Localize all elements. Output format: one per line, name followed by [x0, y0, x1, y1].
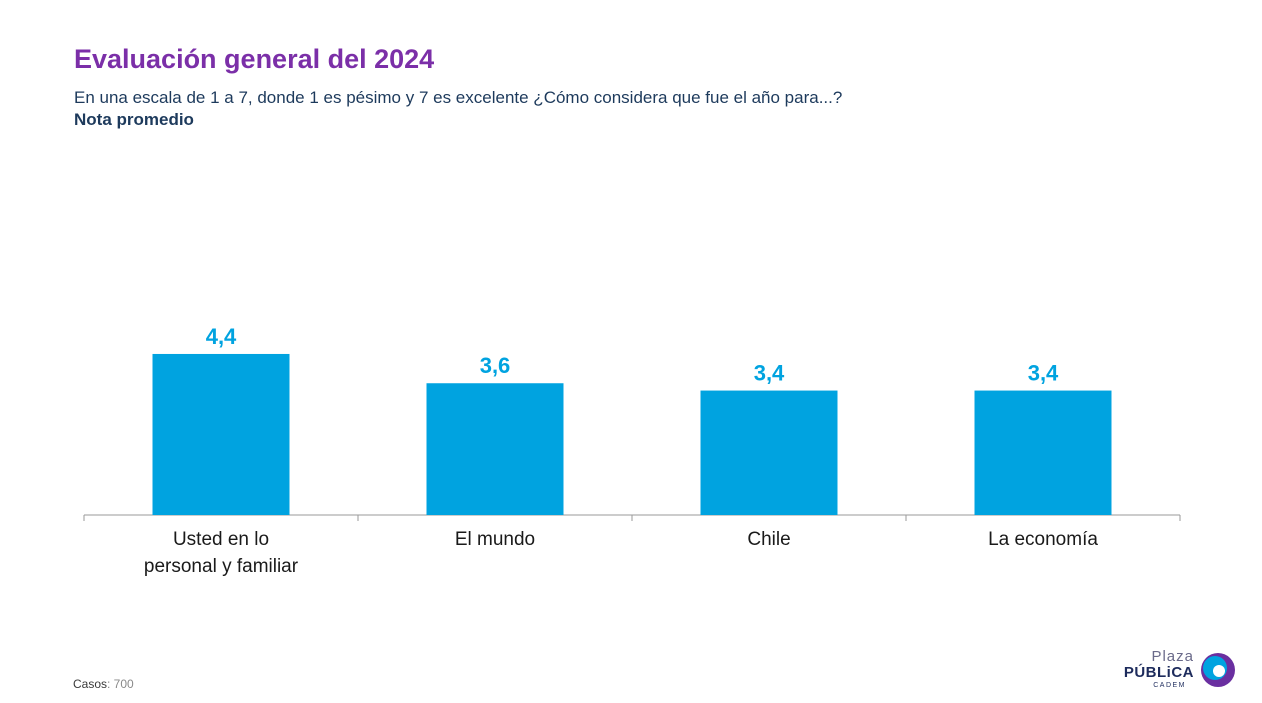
sample-size: Casos: 700	[73, 677, 134, 691]
category-label: El mundo	[455, 529, 535, 550]
bar	[700, 390, 838, 515]
cases-label: Casos	[73, 677, 108, 691]
chart-note: Nota promedio	[74, 110, 194, 129]
bar	[974, 390, 1112, 515]
logo-line1: Plaza	[1151, 648, 1194, 665]
data-label: 3,4	[754, 361, 785, 386]
category-label: Chile	[747, 529, 790, 550]
logo-line3: CADEM	[1153, 682, 1186, 689]
data-label: 4,4	[206, 324, 237, 349]
logo-line2: PÚBLiCA	[1123, 664, 1194, 681]
brand-logo: Plaza PÚBLiCA CADEM	[1118, 648, 1242, 694]
bar	[152, 353, 290, 515]
data-label: 3,6	[480, 353, 511, 378]
data-label: 3,4	[1028, 361, 1059, 386]
category-label: Usted en lo	[173, 529, 269, 550]
chart-title: Evaluación general del 2024	[74, 44, 435, 74]
bar	[426, 383, 564, 515]
chart-subtitle: En una escala de 1 a 7, donde 1 es pésim…	[74, 88, 843, 107]
category-label: La economía	[988, 529, 1098, 550]
logo-mark-icon	[1201, 653, 1235, 687]
category-label: personal y familiar	[144, 556, 299, 577]
cases-value: : 700	[107, 677, 134, 691]
